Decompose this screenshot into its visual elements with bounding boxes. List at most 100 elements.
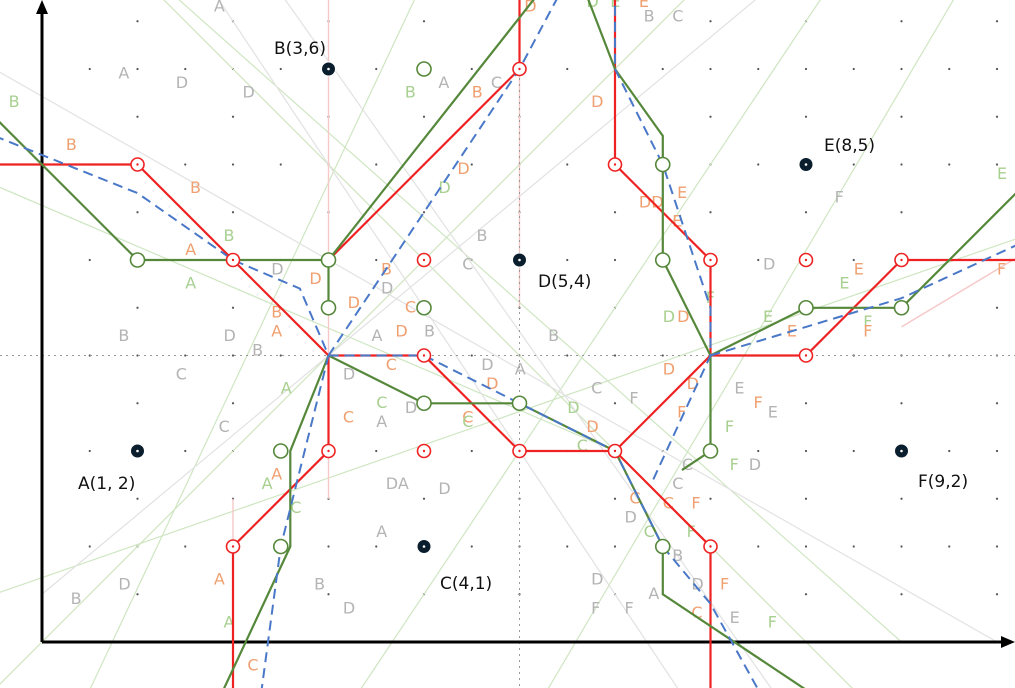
red-vertex-dot	[422, 449, 426, 453]
region-label: A	[376, 412, 387, 431]
region-label: D	[524, 0, 536, 16]
grid-dot	[804, 545, 808, 548]
grid-dot	[566, 258, 569, 262]
grid-dot	[613, 545, 617, 548]
red-vertex-dot	[231, 545, 235, 548]
grid-dot	[852, 67, 855, 71]
grid-dot	[804, 449, 808, 453]
grid-dot	[709, 211, 712, 214]
site-center-dot	[327, 67, 330, 71]
grid-dot	[804, 402, 808, 405]
region-label: D	[243, 83, 255, 102]
region-label: C	[219, 417, 230, 436]
region-label: F	[687, 522, 696, 541]
region-label: C	[462, 407, 473, 426]
region-label: D	[271, 259, 283, 278]
region-label: D	[625, 508, 637, 527]
grid-dot	[231, 163, 235, 166]
grid-dot	[231, 402, 235, 405]
grid-dot	[900, 402, 903, 405]
blue-boundary	[710, 244, 1015, 357]
region-label: B	[66, 135, 77, 154]
region-label: A	[438, 73, 449, 92]
region-label: D	[586, 417, 598, 436]
green-vertex	[320, 252, 337, 268]
grid-dot	[804, 497, 808, 500]
region-label: A	[281, 379, 292, 398]
region-labels: AADDBDBDDEEBCBABCBBDDDBEDDEBBAFECDDBDADE…	[9, 0, 1008, 675]
region-label: B	[477, 226, 488, 245]
red-vertex-dot	[327, 449, 330, 453]
region-label: B	[672, 546, 683, 565]
grid-dot	[852, 545, 855, 548]
grid-dot	[900, 545, 903, 548]
region-label: B	[118, 326, 129, 345]
grid-dot	[327, 545, 330, 548]
region-label: A	[376, 522, 387, 541]
region-label: F	[625, 598, 634, 617]
red-boundary	[327, 0, 521, 261]
region-label: F	[863, 321, 872, 340]
region-label: A	[262, 474, 273, 493]
grid-dot	[279, 354, 282, 357]
region-label: A	[223, 613, 234, 632]
green-vertex	[654, 538, 671, 555]
region-label: C	[672, 6, 683, 25]
sites: A(1, 2) B(3,6) C(4,1) D(5,4) E(8,5) F(9,…	[78, 39, 968, 594]
grid-dot	[136, 593, 139, 596]
green-vertex	[416, 299, 432, 316]
red-vertex-dot	[422, 258, 426, 262]
faint-gray-line	[41, 0, 757, 595]
green-boundary	[587, 0, 664, 165]
grid-dot	[566, 163, 569, 166]
region-label: E	[854, 259, 864, 278]
red-vertex-dot	[804, 354, 808, 357]
region-label: F	[677, 403, 686, 422]
grid-dot	[709, 67, 712, 71]
grid-dot	[231, 306, 235, 309]
grid-dot	[995, 306, 999, 309]
region-label: F	[835, 188, 844, 207]
region-label: D	[438, 479, 450, 498]
region-label: A	[118, 64, 129, 83]
grid-dot	[470, 354, 473, 357]
region-label: D	[586, 0, 598, 11]
green-vertex	[272, 538, 289, 555]
grid-dot	[852, 449, 855, 453]
red-boundary	[0, 163, 330, 688]
site-label-c: C(4,1)	[440, 574, 492, 594]
region-label: A	[271, 321, 282, 340]
grid-dot	[136, 20, 139, 23]
grid-dot	[852, 163, 855, 166]
grid-dot	[613, 211, 617, 214]
region-label: D	[405, 398, 417, 417]
grid-dot	[995, 115, 999, 118]
site-center-dot	[422, 545, 426, 548]
grid-dot	[613, 354, 617, 357]
grid-dot	[804, 115, 808, 118]
grid-dot	[995, 67, 999, 71]
grid-dot	[948, 545, 951, 548]
faint-green-line	[0, 238, 1015, 593]
region-label: C	[290, 498, 301, 517]
grid-dot	[757, 163, 760, 166]
green-vertex	[654, 252, 671, 268]
region-label: C	[343, 407, 354, 426]
green-boundary	[710, 192, 1015, 357]
region-label: D	[176, 73, 188, 92]
grid-dot	[136, 211, 139, 214]
grid-dot	[375, 545, 378, 548]
region-label: B	[405, 83, 416, 102]
grid-dot	[375, 258, 378, 262]
faint-green-line	[178, 0, 902, 643]
axes	[36, 0, 1015, 648]
grid-dot	[900, 20, 903, 23]
x-axis-arrow	[1001, 636, 1015, 648]
region-label: B	[9, 92, 20, 111]
region-label: D	[591, 92, 603, 111]
region-label: B	[252, 341, 263, 360]
site-label-a: A(1, 2)	[78, 474, 135, 494]
grid-dot	[852, 258, 855, 262]
grid-dot	[661, 67, 664, 71]
